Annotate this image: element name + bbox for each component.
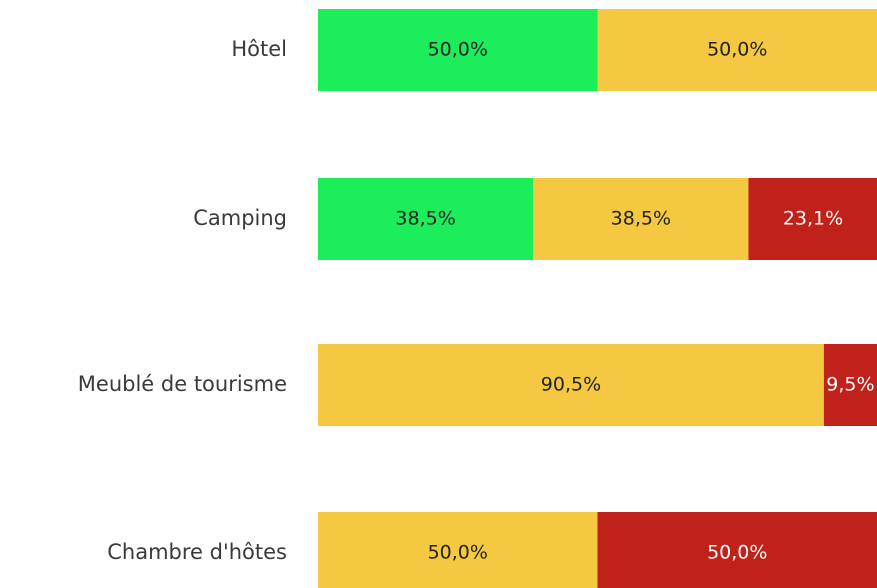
bar-segment [597, 512, 877, 588]
category-label: Hôtel [231, 37, 287, 61]
bar-segment [318, 9, 598, 91]
bar-segment [823, 344, 877, 426]
bar-segment [748, 178, 877, 260]
value-label: 50,0% [428, 39, 488, 61]
value-label: 9,5% [826, 374, 874, 396]
category-label: Camping [193, 206, 287, 230]
value-label: 90,5% [541, 374, 601, 396]
value-label: 38,5% [395, 208, 455, 230]
bar-segment [318, 344, 824, 426]
value-label: 38,5% [611, 208, 671, 230]
bar-segment [318, 178, 534, 260]
value-label: 50,0% [707, 542, 767, 564]
bar-segment [318, 512, 598, 588]
bar-segment [597, 9, 877, 91]
value-label: 23,1% [783, 208, 843, 230]
value-label: 50,0% [428, 542, 488, 564]
bar-segment [533, 178, 749, 260]
category-label: Meublé de tourisme [78, 372, 287, 396]
category-label: Chambre d'hôtes [107, 540, 287, 564]
value-label: 50,0% [707, 39, 767, 61]
